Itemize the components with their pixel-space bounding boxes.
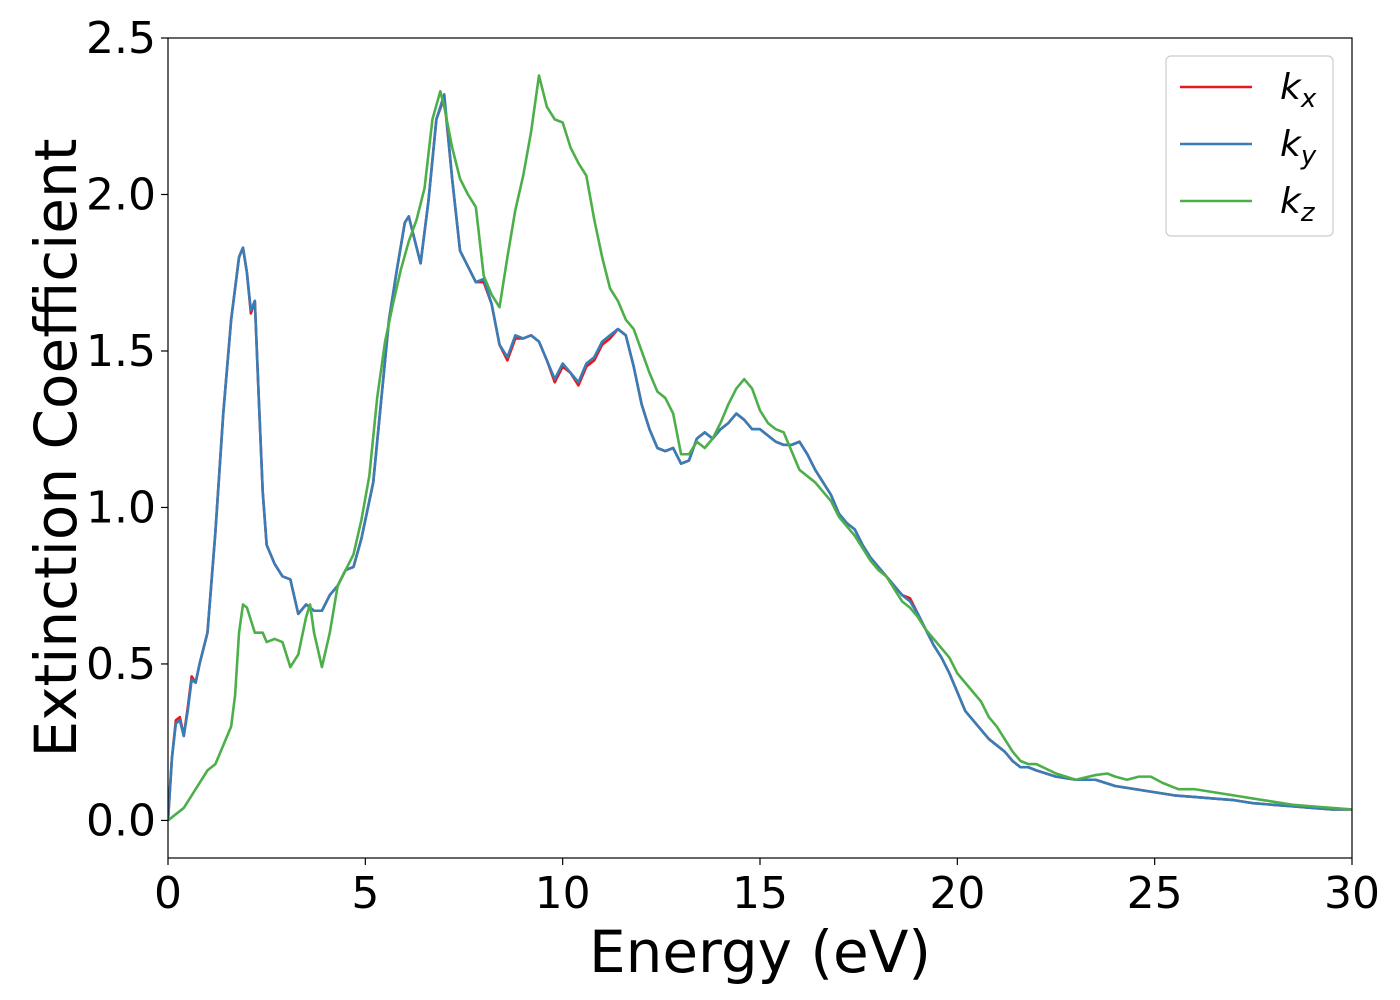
x-tick-label: 20 bbox=[929, 868, 985, 919]
series-line-kz bbox=[168, 74, 1352, 822]
x-tick-label: 30 bbox=[1324, 868, 1380, 919]
legend-label-kx: kx bbox=[1280, 67, 1317, 114]
x-tick-label: 10 bbox=[535, 868, 591, 919]
y-tick-label: 2.0 bbox=[86, 169, 156, 220]
x-axis: 0 5 10 15 20 25 30 bbox=[154, 858, 1380, 919]
y-tick-label: 0.0 bbox=[86, 795, 156, 846]
legend-label-kz: kz bbox=[1280, 181, 1316, 228]
legend-box bbox=[1165, 55, 1334, 237]
y-axis: 0.0 0.5 1.0 1.5 2.0 2.5 bbox=[86, 13, 168, 846]
x-tick-label: 15 bbox=[732, 868, 788, 919]
x-tick-label: 0 bbox=[154, 868, 182, 919]
x-tick-label: 5 bbox=[351, 868, 379, 919]
series-layer bbox=[168, 74, 1352, 822]
y-tick-label: 2.5 bbox=[86, 13, 156, 64]
series-line-ky bbox=[168, 93, 1352, 821]
x-tick-label: 25 bbox=[1127, 868, 1183, 919]
y-tick-label: 1.0 bbox=[86, 482, 156, 533]
y-axis-label: Extinction Coefficient bbox=[22, 139, 90, 758]
legend-label-ky: ky bbox=[1280, 124, 1317, 171]
x-axis-label: Energy (eV) bbox=[589, 918, 931, 986]
legend: kx ky kz bbox=[1165, 55, 1334, 237]
y-tick-label: 1.5 bbox=[86, 326, 156, 377]
y-tick-label: 0.5 bbox=[86, 639, 156, 690]
